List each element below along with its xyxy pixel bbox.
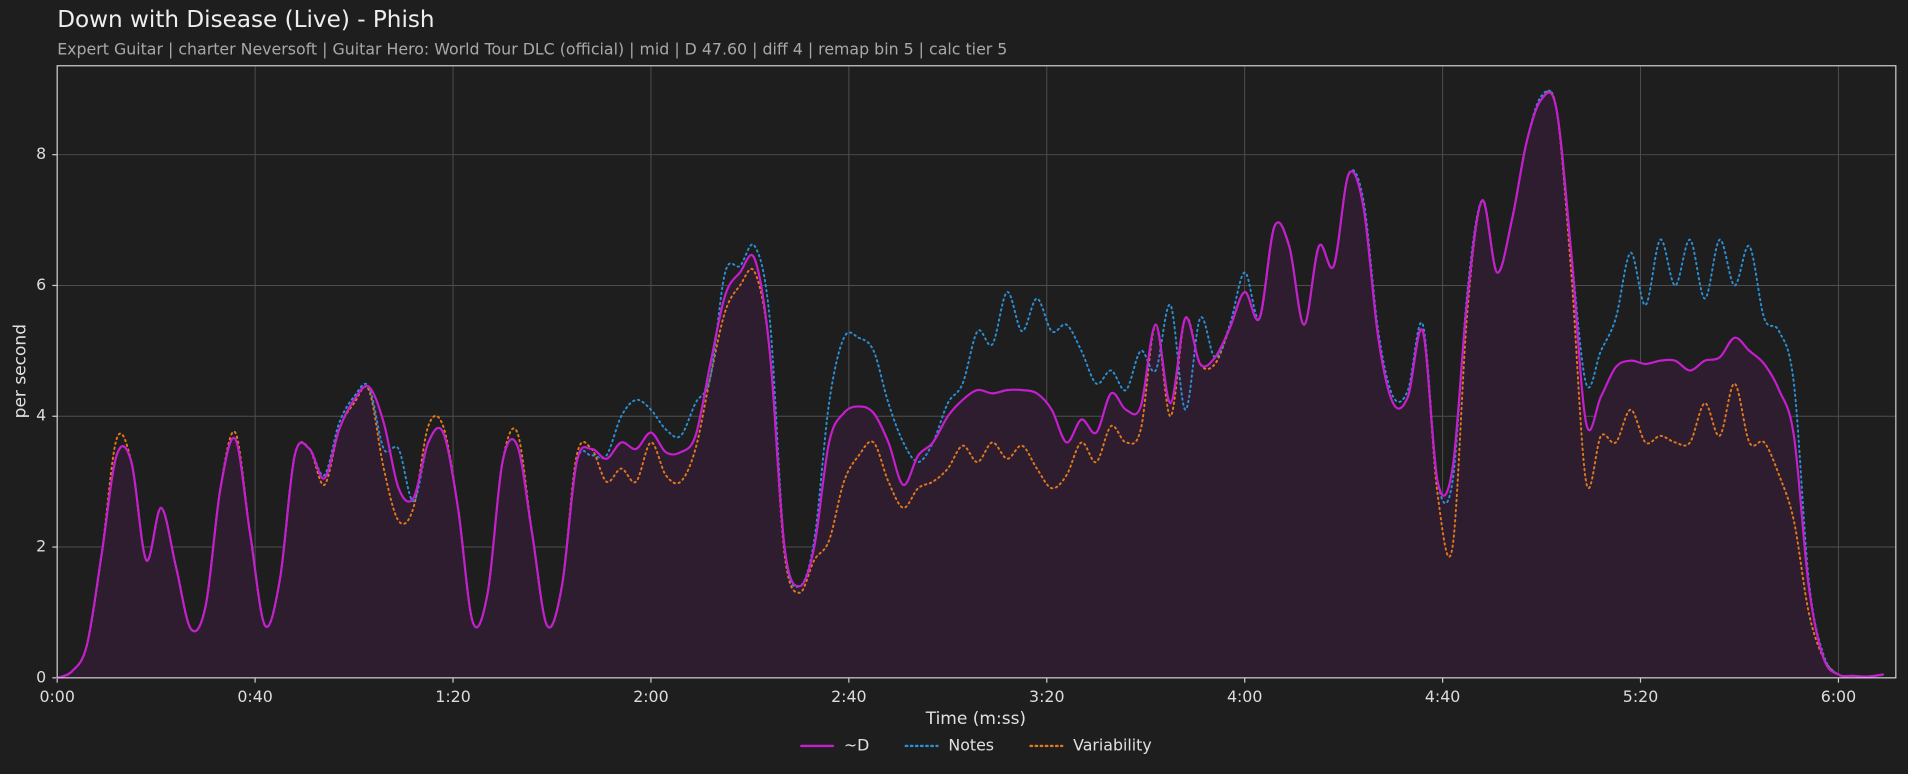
legend-item: ~D: [800, 735, 869, 754]
y-tick-label: 4: [36, 406, 46, 425]
chart-subtitle: Expert Guitar | charter Neversoft | Guit…: [57, 39, 1007, 58]
x-tick-label: 0:40: [237, 687, 272, 706]
x-tick-label: 1:20: [435, 687, 470, 706]
area: [57, 92, 1883, 678]
x-tick-label: 2:40: [831, 687, 866, 706]
legend-label: Notes: [948, 735, 994, 754]
plot-frame: [56, 65, 1897, 679]
legend-label: Variability: [1073, 735, 1152, 754]
series-line: [56, 91, 1885, 679]
x-axis-label: Time (m:ss): [925, 709, 1026, 729]
legend-label: ~D: [844, 735, 869, 754]
legend-item: Variability: [1029, 735, 1152, 754]
x-tick-label: 5:20: [1623, 687, 1658, 706]
x-tick-label: 0:00: [39, 687, 74, 706]
legend: ~D Notes Variability: [800, 735, 1152, 754]
legend-item: Notes: [904, 735, 994, 754]
y-axis-label: per second: [11, 324, 31, 418]
y-tick-label: 8: [36, 144, 46, 163]
y-tick-label: 6: [36, 275, 46, 294]
chart-title: Down with Disease (Live) - Phish: [57, 7, 434, 33]
x-tick-label: 4:40: [1425, 687, 1460, 706]
x-tick-label: 6:00: [1821, 687, 1856, 706]
y-tick-label: 2: [36, 537, 46, 556]
series-line: [56, 90, 1884, 679]
x-tick-label: 2:00: [633, 687, 668, 706]
y-tick-label: 0: [36, 667, 46, 686]
x-tick-label: 4:00: [1227, 687, 1262, 706]
x-tick-label: 3:20: [1029, 687, 1064, 706]
